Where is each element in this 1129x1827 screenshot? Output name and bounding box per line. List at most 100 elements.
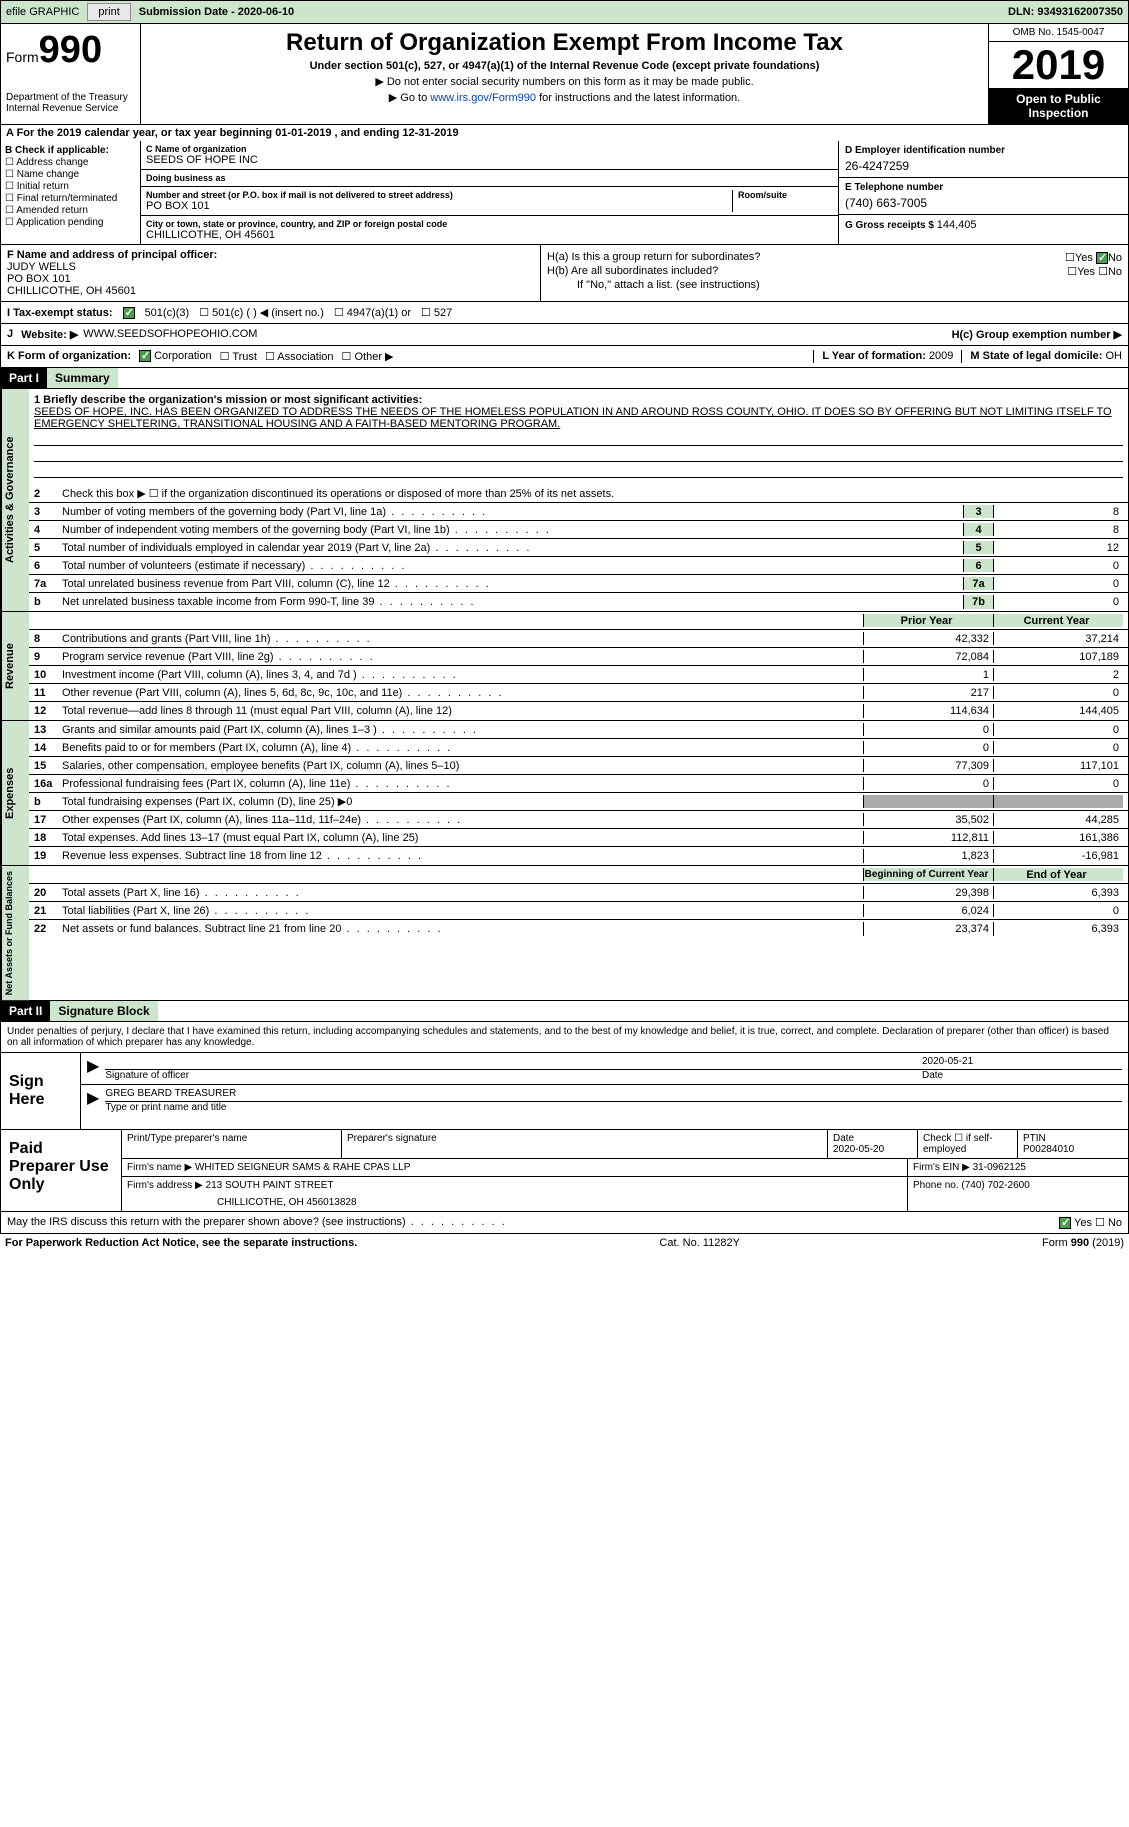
vlabel-expenses: Expenses [1, 721, 29, 865]
year-formation: L Year of formation: 2009 [813, 350, 953, 363]
cb-amended[interactable]: ☐ Amended return [5, 205, 136, 216]
line-17: 17Other expenses (Part IX, column (A), l… [29, 811, 1128, 829]
line-21: 21Total liabilities (Part X, line 26)6,0… [29, 902, 1128, 920]
box-f: F Name and address of principal officer:… [1, 245, 541, 301]
sig-date: 2020-05-21 [922, 1056, 1122, 1070]
col-headers-rev: Prior YearCurrent Year [29, 612, 1128, 630]
form-number-box: Form990 Department of the Treasury Inter… [1, 24, 141, 124]
line-4: 4Number of independent voting members of… [29, 521, 1128, 539]
line-14: 14Benefits paid to or for members (Part … [29, 739, 1128, 757]
footer: For Paperwork Reduction Act Notice, see … [0, 1234, 1129, 1252]
street-address: PO BOX 101 [146, 200, 727, 212]
line-11: 11Other revenue (Part VIII, column (A), … [29, 684, 1128, 702]
ha-no-checked [1096, 252, 1108, 264]
hc-group-exemption: H(c) Group exemption number ▶ [952, 328, 1122, 341]
discuss-yes [1059, 1217, 1071, 1229]
gross-receipts: 144,405 [937, 219, 977, 231]
firm-ein: 31-0962125 [973, 1162, 1026, 1173]
vlabel-governance: Activities & Governance [1, 389, 29, 611]
line-2: 2Check this box ▶ ☐ if the organization … [29, 485, 1128, 503]
mission-block: 1 Briefly describe the organization's mi… [29, 389, 1128, 485]
box-h: H(a) Is this a group return for subordin… [541, 245, 1128, 301]
cb-corp [139, 350, 151, 362]
top-toolbar: efile GRAPHIC print Submission Date - 20… [0, 0, 1129, 24]
line-18: 18Total expenses. Add lines 13–17 (must … [29, 829, 1128, 847]
dln: DLN: 93493162007350 [1008, 6, 1123, 18]
officer-print-name: GREG BEARD TREASURER [105, 1088, 1122, 1102]
telephone: (740) 663-7005 [845, 196, 1122, 210]
print-button[interactable]: print [87, 3, 130, 21]
line-7a: 7aTotal unrelated business revenue from … [29, 575, 1128, 593]
year-box: OMB No. 1545-0047 2019 Open to Public In… [988, 24, 1128, 124]
ein: 26-4247259 [845, 159, 1122, 173]
ha-question: H(a) Is this a group return for subordin… [547, 251, 1122, 263]
city-zip: CHILLICOTHE, OH 45601 [146, 229, 833, 241]
hb-question: H(b) Are all subordinates included? ☐Yes… [547, 265, 1122, 277]
dept-label: Department of the Treasury Internal Reve… [6, 92, 135, 114]
kform-row: K Form of organization: Corporation ☐ Tr… [0, 346, 1129, 368]
part1-header: Part ISummary [0, 368, 1129, 389]
omb-number: OMB No. 1545-0047 [989, 24, 1128, 42]
tax-status-row: I Tax-exempt status: 501(c)(3) ☐ 501(c) … [0, 302, 1129, 324]
line-10: 10Investment income (Part VIII, column (… [29, 666, 1128, 684]
cb-initial-return[interactable]: ☐ Initial return [5, 181, 136, 192]
line-3: 3Number of voting members of the governi… [29, 503, 1128, 521]
website-url: WWW.SEEDSOFHOPEOHIO.COM [83, 328, 257, 341]
line-6: 6Total number of volunteers (estimate if… [29, 557, 1128, 575]
line-20: 20Total assets (Part X, line 16)29,3986,… [29, 884, 1128, 902]
submission-date: Submission Date - 2020-06-10 [139, 6, 294, 18]
identification-block: B Check if applicable: ☐ Address change … [0, 141, 1129, 245]
ssn-note: ▶ Do not enter social security numbers o… [146, 75, 983, 88]
line-8: 8Contributions and grants (Part VIII, li… [29, 630, 1128, 648]
cb-501c3 [123, 307, 135, 319]
goto-note: ▶ Go to www.irs.gov/Form990 for instruct… [146, 91, 983, 104]
irs-link[interactable]: www.irs.gov/Form990 [430, 92, 536, 104]
discuss-row: May the IRS discuss this return with the… [0, 1212, 1129, 1234]
firm-name: WHITED SEIGNEUR SAMS & RAHE CPAS LLP [195, 1162, 410, 1173]
prep-date: 2020-05-20 [833, 1144, 912, 1155]
vlabel-netassets: Net Assets or Fund Balances [1, 866, 29, 1000]
line-16a: 16aProfessional fundraising fees (Part I… [29, 775, 1128, 793]
website-row: J Website: ▶ WWW.SEEDSOFHOPEOHIO.COM H(c… [0, 324, 1129, 346]
box-c: C Name of organization SEEDS OF HOPE INC… [141, 141, 838, 244]
summary-section: Activities & Governance 1 Briefly descri… [0, 389, 1129, 612]
efile-label: efile GRAPHIC [6, 6, 79, 18]
tax-year: 2019 [989, 42, 1128, 88]
line-19: 19Revenue less expenses. Subtract line 1… [29, 847, 1128, 865]
form-subtitle: Under section 501(c), 527, or 4947(a)(1)… [146, 60, 983, 72]
line-16b: bTotal fundraising expenses (Part IX, co… [29, 793, 1128, 811]
state-domicile: M State of legal domicile: OH [961, 350, 1122, 363]
cb-address-change[interactable]: ☐ Address change [5, 157, 136, 168]
line-9: 9Program service revenue (Part VIII, lin… [29, 648, 1128, 666]
vlabel-revenue: Revenue [1, 612, 29, 720]
box-b: B Check if applicable: ☐ Address change … [1, 141, 141, 244]
cb-app-pending[interactable]: ☐ Application pending [5, 217, 136, 228]
fg-row: F Name and address of principal officer:… [0, 245, 1129, 302]
col-headers-net: Beginning of Current YearEnd of Year [29, 866, 1128, 884]
sign-here-label: Sign Here [1, 1053, 81, 1129]
line-5: 5Total number of individuals employed in… [29, 539, 1128, 557]
cb-final-return[interactable]: ☐ Final return/terminated [5, 193, 136, 204]
box-d: D Employer identification number 26-4247… [838, 141, 1128, 244]
line-22: 22Net assets or fund balances. Subtract … [29, 920, 1128, 938]
open-inspection: Open to Public Inspection [989, 88, 1128, 124]
ptin: P00284010 [1023, 1144, 1123, 1155]
org-name: SEEDS OF HOPE INC [146, 154, 833, 166]
line-15: 15Salaries, other compensation, employee… [29, 757, 1128, 775]
form-title-box: Return of Organization Exempt From Incom… [141, 24, 988, 124]
part2-header: Part IISignature Block [0, 1001, 1129, 1022]
officer-name: JUDY WELLS [7, 261, 534, 273]
line-7b: bNet unrelated business taxable income f… [29, 593, 1128, 611]
paid-preparer: Paid Preparer Use Only Print/Type prepar… [1, 1129, 1128, 1211]
cb-name-change[interactable]: ☐ Name change [5, 169, 136, 180]
period-row: A For the 2019 calendar year, or tax yea… [0, 125, 1129, 141]
line-12: 12Total revenue—add lines 8 through 11 (… [29, 702, 1128, 720]
signature-block: Under penalties of perjury, I declare th… [0, 1022, 1129, 1212]
firm-phone: (740) 702-2600 [961, 1180, 1029, 1191]
form-title: Return of Organization Exempt From Incom… [146, 29, 983, 57]
mission-text: SEEDS OF HOPE, INC. HAS BEEN ORGANIZED T… [34, 406, 1123, 430]
firm-address: 213 SOUTH PAINT STREET [206, 1180, 334, 1191]
perjury-declaration: Under penalties of perjury, I declare th… [1, 1022, 1128, 1052]
form-header: Form990 Department of the Treasury Inter… [0, 24, 1129, 125]
line-13: 13Grants and similar amounts paid (Part … [29, 721, 1128, 739]
